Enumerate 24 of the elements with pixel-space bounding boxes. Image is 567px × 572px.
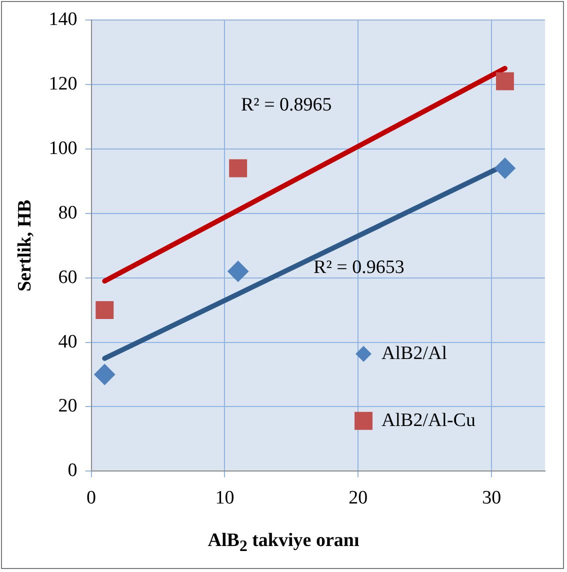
y-tick-label: 0 bbox=[68, 460, 78, 482]
y-tick-label: 140 bbox=[48, 8, 78, 30]
x-tick-label: 30 bbox=[482, 488, 502, 509]
x-tick-label: 10 bbox=[215, 488, 234, 509]
x-axis-title: AlB$_{2}$ takviye oranı bbox=[206, 530, 360, 556]
point bbox=[96, 301, 114, 320]
y-tick-label: 100 bbox=[48, 138, 78, 159]
point bbox=[496, 72, 514, 90]
point bbox=[228, 260, 249, 282]
y-tick-label: 120 bbox=[48, 73, 78, 94]
annotation: R² = 0.9653 bbox=[314, 257, 404, 278]
point bbox=[94, 364, 116, 386]
x-tick-label: 0 bbox=[86, 488, 96, 509]
y-tick-label: 40 bbox=[58, 331, 78, 352]
y-tick-label: 60 bbox=[58, 266, 78, 288]
point bbox=[494, 158, 516, 179]
y-axis-title: Sertlik, HB bbox=[14, 199, 36, 292]
legend-label: AlB2/Al-Cu bbox=[382, 410, 476, 431]
annotation: R² = 0.8965 bbox=[240, 94, 332, 116]
legend-label: AlB2/Al bbox=[382, 342, 447, 364]
y-tick-label: 20 bbox=[58, 396, 78, 417]
x-tick-label: 20 bbox=[348, 488, 368, 509]
y-tick-label: 80 bbox=[58, 202, 78, 224]
point bbox=[229, 159, 248, 178]
